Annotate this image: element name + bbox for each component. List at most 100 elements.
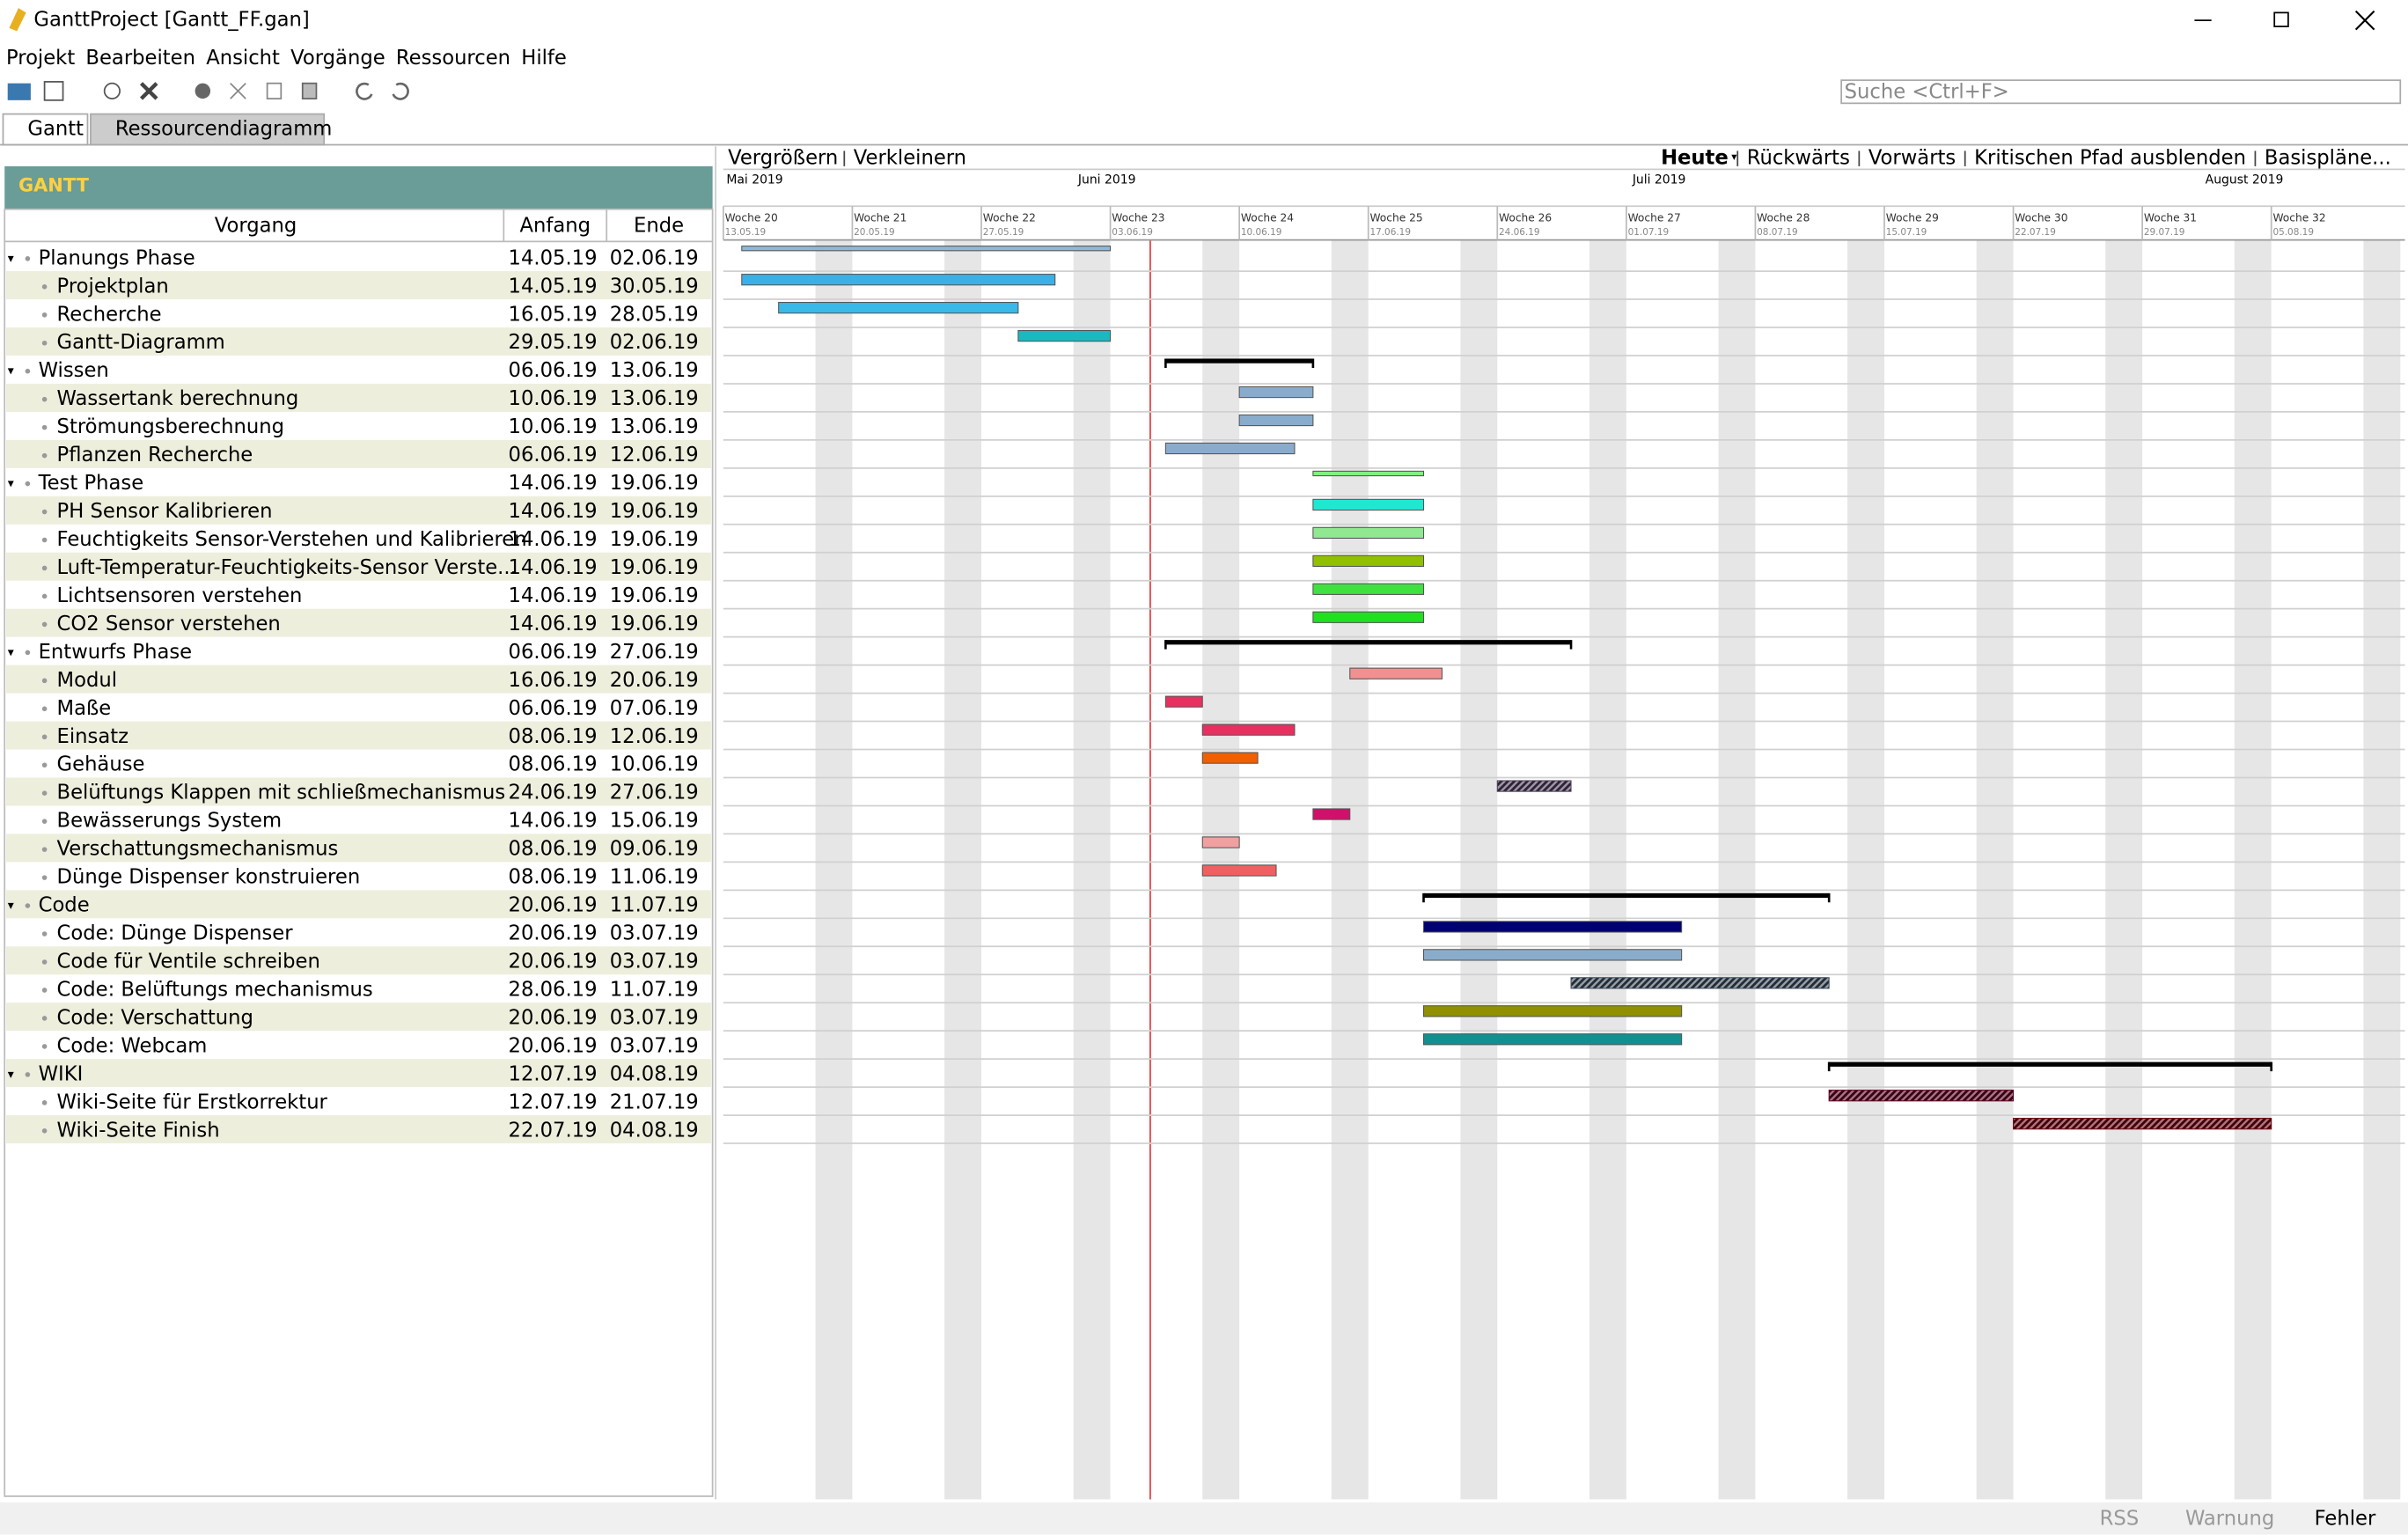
title-bar [0, 0, 2408, 40]
zoom-button[interactable]: Vergrößern [728, 147, 838, 170]
menu-item[interactable]: Ressourcen [396, 47, 510, 70]
bullet [41, 706, 48, 712]
expand-icon[interactable]: ▾ [8, 252, 14, 266]
task-start: 24.06.19 [509, 782, 598, 804]
task-start: 12.07.19 [509, 1091, 598, 1113]
row-bg [5, 777, 711, 806]
month-label: Juni 2019 [1077, 173, 1136, 187]
column-header: Anfang [520, 214, 591, 237]
nav-button[interactable]: Rückwärts [1747, 147, 1850, 170]
menu-item[interactable]: Hilfe [521, 47, 567, 70]
task-end: 03.07.19 [610, 922, 699, 945]
task-bar [1312, 470, 1425, 477]
summary-bar [1165, 358, 1313, 364]
bullet [25, 650, 31, 656]
zoom-button[interactable]: Verkleinern [854, 147, 966, 170]
task-name: Wiki-Seite Finish [57, 1119, 220, 1142]
task-end: 30.05.19 [610, 275, 699, 297]
row-bg [5, 1059, 711, 1088]
weekend [1976, 239, 2014, 1500]
expand-icon[interactable]: ▾ [8, 1068, 14, 1082]
task-name: Wissen [39, 359, 109, 382]
task-end: 10.06.19 [610, 753, 699, 776]
task-bar [1312, 498, 1425, 511]
expand-icon[interactable]: ▾ [8, 899, 14, 913]
task-start: 20.06.19 [509, 922, 598, 945]
task-bar [1422, 949, 1683, 961]
task-start: 14.06.19 [509, 584, 598, 607]
restore[interactable] [2273, 11, 2289, 27]
task-bar-tint [1497, 780, 1572, 792]
task-end: 19.06.19 [610, 556, 699, 579]
delete-icon[interactable] [139, 82, 158, 100]
task-bar-tint [1829, 1090, 2014, 1101]
paste-icon[interactable] [301, 82, 318, 99]
undo-icon[interactable] [356, 82, 373, 100]
history-icon[interactable] [103, 82, 121, 99]
task-end: 27.06.19 [610, 782, 699, 804]
row-bg [5, 271, 711, 300]
task-start: 20.06.19 [509, 1034, 598, 1057]
tab-label: Ressourcendiagramm [115, 117, 333, 140]
menu-item[interactable]: Bearbeiten [85, 47, 195, 70]
status-item[interactable]: RSS [2100, 1508, 2140, 1531]
task-start: 10.06.19 [509, 415, 598, 438]
task-bar [1422, 921, 1683, 933]
status-item[interactable]: Fehler [2315, 1508, 2376, 1531]
menu-item[interactable]: Projekt [6, 47, 75, 70]
week-label: Woche 28 [1757, 212, 1810, 224]
task-name: Gehäuse [57, 753, 145, 776]
task-start: 08.06.19 [509, 725, 598, 748]
week-date: 27.05.19 [983, 227, 1024, 238]
menu-item[interactable]: Ansicht [206, 47, 280, 70]
search-box[interactable] [1840, 79, 2402, 105]
info-icon[interactable] [195, 83, 211, 99]
task-name: Modul [57, 669, 117, 692]
expand-icon[interactable]: ▾ [8, 477, 14, 491]
week-label: Woche 21 [854, 212, 907, 224]
task-start: 14.05.19 [509, 275, 598, 297]
task-name: Gantt-Diagramm [57, 331, 225, 354]
save-icon[interactable] [43, 81, 64, 101]
cut-icon[interactable] [230, 83, 246, 99]
bullet [25, 903, 31, 908]
nav-button[interactable]: Vorwärts [1868, 147, 1956, 170]
week-date: 20.05.19 [854, 227, 895, 238]
row-bg [5, 1115, 711, 1144]
task-name: Luft-Temperatur-Feuchtigkeits-Sensor Ver… [57, 556, 517, 579]
status-bar [0, 1502, 2408, 1535]
nav-button[interactable]: Heute [1661, 147, 1729, 170]
bullet [41, 959, 48, 965]
bullet [25, 368, 31, 374]
bullet [41, 988, 48, 993]
task-name: Einsatz [57, 725, 129, 748]
task-start: 08.06.19 [509, 753, 598, 776]
status-item[interactable]: Warnung [2185, 1508, 2274, 1531]
expand-icon[interactable]: ▾ [8, 364, 14, 378]
task-name: Code: Webcam [57, 1034, 208, 1057]
summary-end [1827, 1061, 2273, 1072]
copy-icon[interactable] [266, 82, 283, 99]
task-bar [1201, 864, 1277, 877]
task-bar [741, 246, 1112, 252]
task-name: Recherche [57, 303, 162, 326]
nav-button[interactable]: Kritischen Pfad ausblenden [1974, 147, 2246, 170]
bullet [41, 424, 48, 430]
task-end: 13.06.19 [610, 359, 699, 382]
nav-button[interactable]: Basispläne... [2265, 147, 2391, 170]
close[interactable] [2354, 10, 2375, 31]
task-name: Lichtsensoren verstehen [57, 584, 303, 607]
redo-icon[interactable] [392, 82, 409, 100]
summary-bar [1829, 1061, 2272, 1067]
weekend [1718, 239, 1756, 1500]
task-name: Code: Belüftungs mechanismus [57, 978, 373, 1001]
menu-item[interactable]: Vorgänge [290, 47, 385, 70]
row-bg [5, 890, 711, 919]
bullet [41, 875, 48, 880]
row-bg [5, 552, 711, 581]
expand-icon[interactable]: ▾ [8, 645, 14, 659]
task-bar [1238, 414, 1314, 427]
bullet [41, 1016, 48, 1021]
open-icon[interactable] [7, 83, 31, 100]
week-label: Woche 32 [2272, 212, 2325, 224]
